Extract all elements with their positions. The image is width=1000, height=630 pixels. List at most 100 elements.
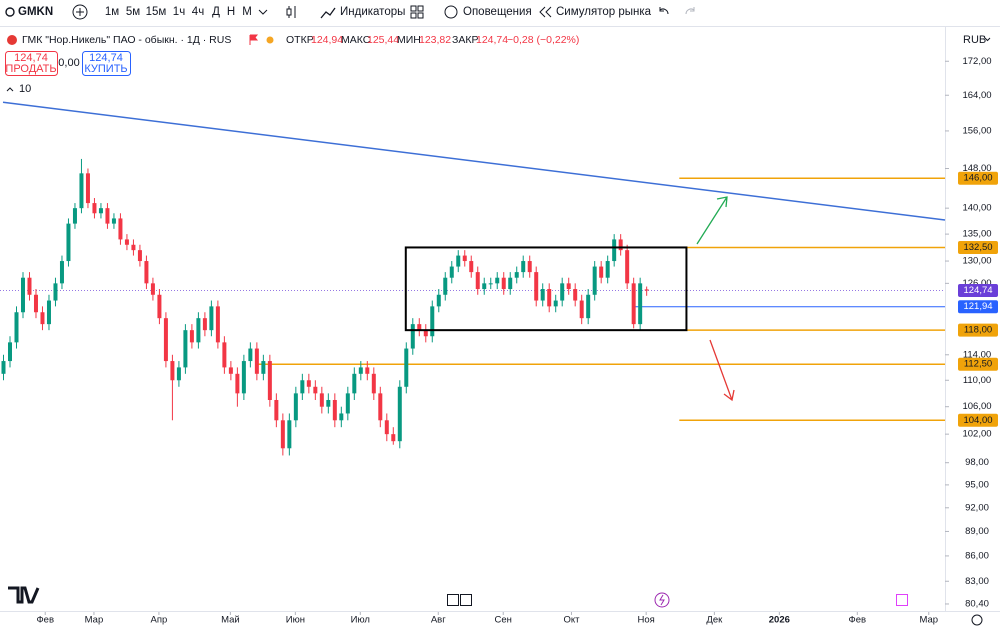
candle-body xyxy=(319,393,324,407)
candle-body xyxy=(612,239,617,262)
candle-body xyxy=(241,361,246,394)
candle-body xyxy=(345,393,350,414)
currency-chevron[interactable] xyxy=(984,37,991,42)
level-label: 112,50 xyxy=(964,359,992,370)
dividend-icon[interactable] xyxy=(654,592,670,608)
y-tick-label: 102,00 xyxy=(962,429,991,440)
spread: 0,00 xyxy=(58,57,79,69)
candle-body xyxy=(579,300,584,319)
flag-icon[interactable] xyxy=(249,34,259,45)
candle-body xyxy=(79,173,84,209)
settings-icon[interactable] xyxy=(971,614,983,626)
sell-label: ПРОДАТЬ xyxy=(5,63,56,75)
candle-body xyxy=(137,250,142,262)
y-tick-label: 164,00 xyxy=(962,90,991,101)
candle-body xyxy=(644,289,649,291)
interval[interactable]: 4ч xyxy=(192,6,204,18)
change: −0,28 (−0,22%) xyxy=(507,34,579,46)
currency[interactable]: RUB xyxy=(963,34,986,46)
buy-label: КУПИТЬ xyxy=(84,63,127,75)
y-tick-label: 126,00 xyxy=(962,278,991,289)
collapse-icon[interactable] xyxy=(6,87,14,92)
candle-body xyxy=(287,420,292,449)
candle-body xyxy=(196,318,201,343)
level-box xyxy=(958,413,998,427)
level-label: 104,00 xyxy=(963,415,992,426)
y-tick-label: 80,40 xyxy=(965,598,989,609)
candle-body xyxy=(202,318,207,331)
candle-body xyxy=(618,239,623,251)
alerts-icon[interactable] xyxy=(444,5,458,19)
candle-body xyxy=(7,342,12,362)
indicators-icon[interactable] xyxy=(320,7,336,19)
candle-body xyxy=(586,294,591,319)
candle-body xyxy=(163,318,168,362)
candle-body xyxy=(378,393,383,421)
candle-body xyxy=(85,173,90,204)
candle-body xyxy=(443,277,448,295)
candle-body xyxy=(66,223,71,262)
candle-body xyxy=(332,399,337,421)
marker-box xyxy=(958,300,998,314)
level-box xyxy=(958,323,998,337)
range-box xyxy=(404,246,688,332)
search-icon[interactable] xyxy=(5,7,15,17)
candle-body xyxy=(170,361,175,381)
candle-body xyxy=(358,367,363,374)
interval[interactable]: 5м xyxy=(126,6,140,18)
interval[interactable]: Д xyxy=(212,6,220,18)
candle-body xyxy=(391,434,396,442)
close-value: 124,74 xyxy=(476,34,508,46)
interval[interactable]: 1ч xyxy=(173,6,185,18)
candle-body xyxy=(326,399,331,407)
interval[interactable]: М xyxy=(242,6,252,18)
candle-body xyxy=(605,261,610,278)
candle-body xyxy=(27,277,32,295)
candle-body xyxy=(157,294,162,319)
candle-body xyxy=(98,208,103,214)
candle-body xyxy=(540,289,545,301)
y-tick-label: 92,00 xyxy=(965,502,989,513)
candle-body xyxy=(527,261,532,273)
event-icon[interactable] xyxy=(447,594,459,606)
candle-body xyxy=(92,203,97,214)
symbol[interactable]: GMKN xyxy=(18,6,53,18)
y-tick-label: 140,00 xyxy=(962,203,991,214)
chevron[interactable] xyxy=(258,9,268,15)
x-tick-label: 2026 xyxy=(769,615,790,626)
y-tick-label: 98,00 xyxy=(965,457,989,468)
interval[interactable]: Н xyxy=(227,6,235,18)
candle-body xyxy=(14,312,19,343)
candle-body xyxy=(254,348,259,374)
candle-body xyxy=(462,255,467,262)
sell-button[interactable] xyxy=(5,51,58,76)
indicators[interactable]: Индикаторы xyxy=(340,6,405,18)
replay-icon[interactable] xyxy=(539,6,552,18)
event-icon[interactable] xyxy=(896,594,908,606)
x-tick-label: Апр xyxy=(151,615,168,626)
add-symbol[interactable] xyxy=(72,4,88,20)
trendline xyxy=(2,101,946,221)
replay[interactable]: Симулятор рынка xyxy=(556,6,652,18)
y-tick-label: 110,00 xyxy=(963,375,991,386)
interval[interactable]: 15м xyxy=(146,6,167,18)
alerts[interactable]: Оповещения xyxy=(463,6,532,18)
event-icon[interactable] xyxy=(460,594,472,606)
candle-body xyxy=(176,367,181,381)
toolbar xyxy=(0,0,1000,26)
buy-button[interactable] xyxy=(82,51,131,76)
tv-logo[interactable] xyxy=(8,586,40,604)
indicator-count[interactable]: 10 xyxy=(19,83,31,95)
up-arrow xyxy=(696,196,728,245)
interval[interactable]: 1м xyxy=(105,6,119,18)
x-tick-label: Сен xyxy=(495,615,512,626)
candle-body xyxy=(534,272,539,301)
candle-body xyxy=(209,306,214,331)
candle-body xyxy=(553,300,558,307)
x-tick-label: Июн xyxy=(286,615,305,626)
redo[interactable] xyxy=(685,7,695,15)
candle-body xyxy=(404,348,409,387)
symbol-logo xyxy=(7,35,17,45)
layout-icon[interactable] xyxy=(410,5,424,19)
undo[interactable] xyxy=(659,7,669,15)
